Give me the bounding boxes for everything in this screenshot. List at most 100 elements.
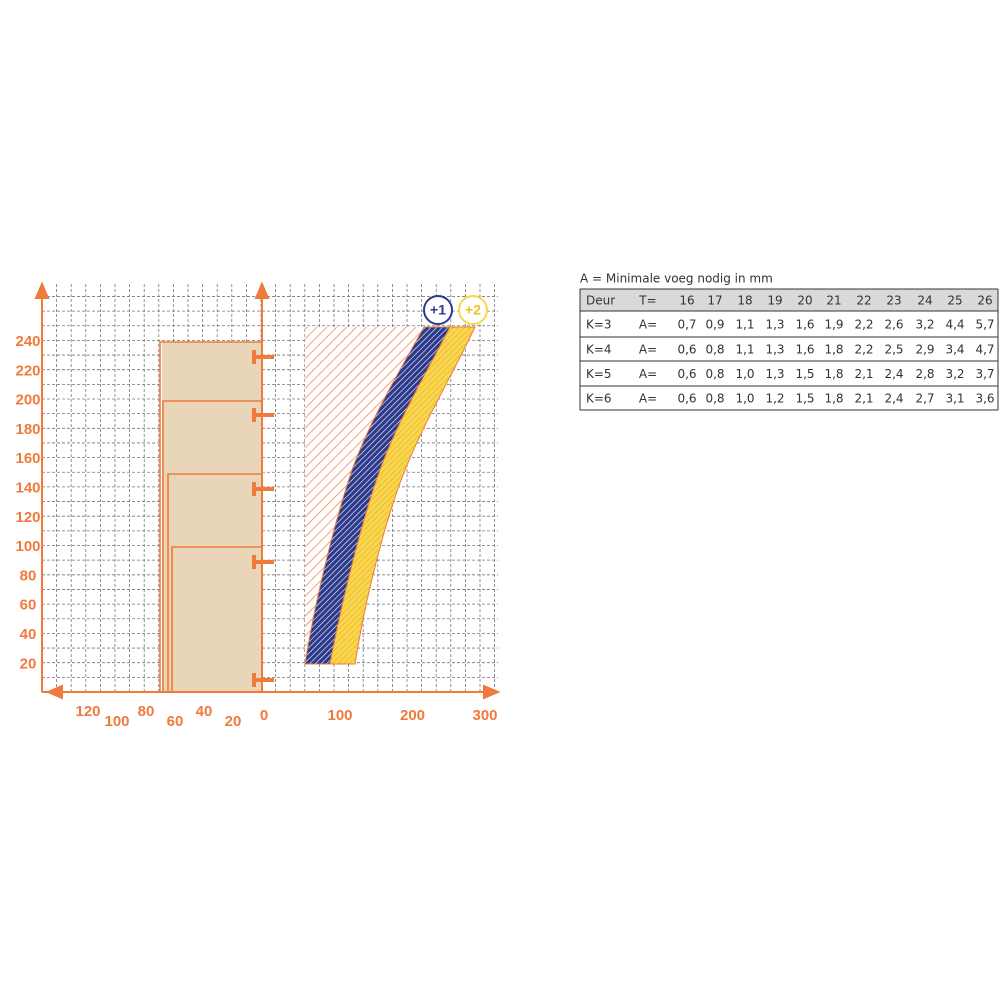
cell: 2,1 — [854, 392, 873, 406]
cell: 5,7 — [975, 318, 994, 332]
x-label: 40 — [196, 703, 213, 720]
door-area — [162, 342, 262, 692]
header-bg — [580, 289, 998, 311]
hinge — [252, 555, 274, 569]
cell: 0,6 — [677, 392, 696, 406]
header-cell: 16 — [679, 294, 694, 308]
y-label: 140 — [15, 479, 40, 496]
cell: 3,6 — [975, 392, 994, 406]
table-title: A = Minimale voeg nodig in mm — [580, 272, 773, 286]
cell: 1,0 — [735, 367, 754, 381]
badge: +1 — [430, 302, 446, 318]
cell: 1,1 — [735, 318, 754, 332]
cell: 2,6 — [884, 318, 903, 332]
badge-circle — [458, 295, 488, 325]
door-lines — [159, 341, 262, 692]
band-plus-2 — [329, 326, 476, 665]
cell: 2,7 — [915, 392, 934, 406]
cell: 1,5 — [795, 367, 814, 381]
header-cell: 22 — [856, 294, 871, 308]
cell: 2,1 — [854, 367, 873, 381]
header-cell: Deur — [586, 294, 615, 308]
cell: 2,9 — [915, 343, 934, 357]
hinge — [252, 408, 274, 422]
y-label: 120 — [15, 509, 40, 526]
cell: 3,2 — [945, 367, 964, 381]
x-label: 120 — [75, 703, 100, 720]
header-cell: 19 — [767, 294, 782, 308]
cell: 0,7 — [677, 318, 696, 332]
cell: 1,8 — [824, 367, 843, 381]
y-label: 100 — [15, 538, 40, 555]
header-cell: 20 — [797, 294, 812, 308]
cell: 1,0 — [735, 392, 754, 406]
cell: 1,8 — [824, 392, 843, 406]
cell: 1,9 — [824, 318, 843, 332]
cell: A= — [639, 343, 657, 357]
cell: 3,2 — [915, 318, 934, 332]
y-label: 60 — [20, 597, 37, 614]
cell: 1,3 — [765, 343, 784, 357]
cell: 4,4 — [945, 318, 964, 332]
cell: K=6 — [586, 392, 612, 406]
y-label: 240 — [15, 333, 40, 350]
cell: 1,6 — [795, 343, 814, 357]
y-label: 80 — [20, 567, 37, 584]
cell: 3,4 — [945, 343, 964, 357]
cell: 1,8 — [824, 343, 843, 357]
badge: +2 — [465, 302, 481, 318]
hinges — [252, 350, 274, 687]
cell: A= — [639, 367, 657, 381]
cell: 3,1 — [945, 392, 964, 406]
cell: 0,8 — [705, 367, 724, 381]
cell: 3,7 — [975, 367, 994, 381]
header-cell: 23 — [886, 294, 901, 308]
x-label: 200 — [400, 707, 425, 724]
cell: A= — [639, 392, 657, 406]
header-cell: 25 — [947, 294, 962, 308]
cell: 1,1 — [735, 343, 754, 357]
header-cell: 18 — [737, 294, 752, 308]
cell: 1,6 — [795, 318, 814, 332]
x-label: 300 — [472, 707, 497, 724]
y-label: 40 — [20, 626, 37, 643]
cell: 0,6 — [677, 343, 696, 357]
header-cell: 21 — [826, 294, 841, 308]
cell: K=3 — [586, 318, 612, 332]
cell: 0,8 — [705, 392, 724, 406]
y-label: 220 — [15, 362, 40, 379]
hatch-area — [305, 327, 424, 664]
cell: A= — [639, 318, 657, 332]
x-label: 20 — [225, 713, 242, 730]
y-label: 200 — [15, 392, 40, 409]
y-label: 160 — [15, 450, 40, 467]
cell: 0,8 — [705, 343, 724, 357]
header-cell: 26 — [977, 294, 992, 308]
cell: K=4 — [586, 343, 612, 357]
cell: 2,5 — [884, 343, 903, 357]
hinge — [252, 673, 274, 687]
badge-circle — [423, 295, 453, 325]
header-cell: 17 — [707, 294, 722, 308]
cell: 0,9 — [705, 318, 724, 332]
cell: 1,5 — [795, 392, 814, 406]
x-label: 80 — [138, 703, 155, 720]
x-label: 100 — [104, 713, 129, 730]
x-label: 60 — [167, 713, 184, 730]
header-cell: T= — [638, 294, 656, 308]
cell: 1,2 — [765, 392, 784, 406]
y-label: 20 — [20, 655, 37, 672]
cell: 2,8 — [915, 367, 934, 381]
cell: 2,4 — [884, 392, 903, 406]
y-label: 180 — [15, 421, 40, 438]
cell: 2,4 — [884, 367, 903, 381]
cell: 1,3 — [765, 318, 784, 332]
labels: 2402202001801601401201008060402012010080… — [15, 333, 497, 730]
cell: 4,7 — [975, 343, 994, 357]
hinge — [252, 350, 274, 364]
hinge — [252, 482, 274, 496]
cell: 2,2 — [854, 318, 873, 332]
cell: K=5 — [586, 367, 612, 381]
